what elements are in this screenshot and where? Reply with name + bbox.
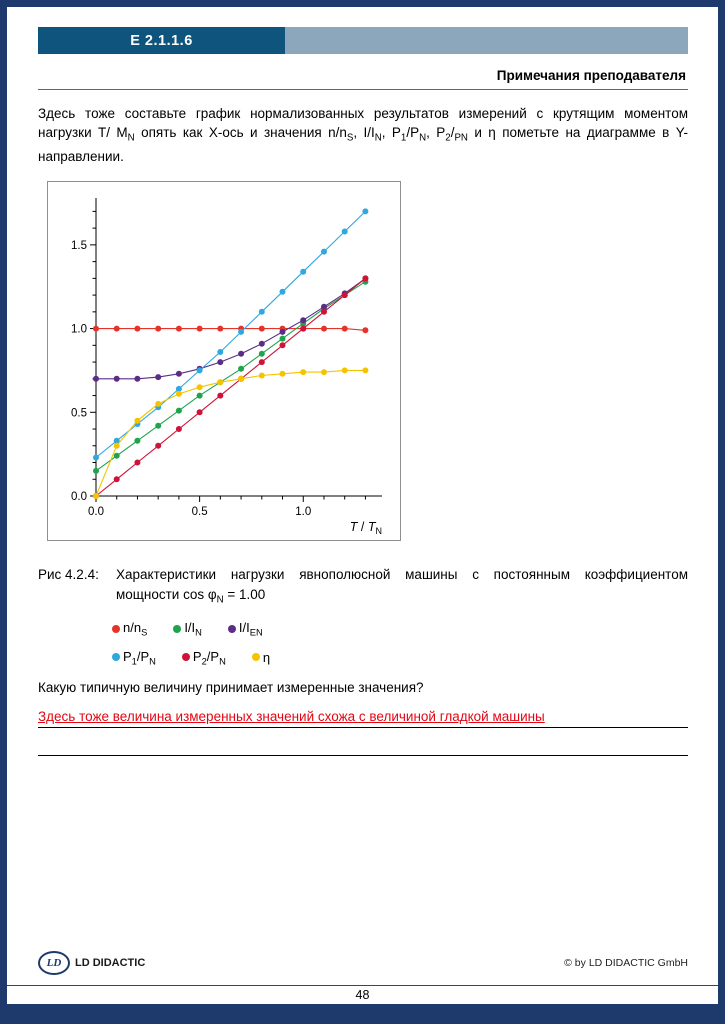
title-rule	[38, 89, 688, 90]
legend-dot-icon	[112, 624, 120, 633]
legend-label: n/nS	[123, 620, 148, 638]
ld-didactic-logo: LD LD DIDACTIC	[38, 951, 145, 975]
legend-label: η	[262, 649, 271, 665]
answer-line: Здесь тоже величина измеренных значений …	[38, 709, 688, 729]
header-code: E 2.1.1.6	[38, 27, 285, 54]
figure-caption-label: Рис 4.2.4:	[38, 566, 99, 582]
question-text: Какую типичную величину принимает измере…	[38, 680, 424, 696]
ld-logo-icon: LD	[38, 951, 70, 975]
legend-row: n/nS I/IN I/IEN	[112, 620, 688, 638]
svg-text:0.5: 0.5	[71, 407, 87, 419]
page-header: E 2.1.1.6	[38, 27, 688, 54]
legend-dot-icon	[181, 653, 190, 662]
page-footer: LD LD DIDACTIC © by LD DIDACTIC GmbH	[38, 951, 688, 975]
legend-label: P1/PN	[123, 648, 156, 667]
legend-dot-icon	[173, 624, 182, 633]
legend-row: P1/PN P2/PN η	[112, 648, 688, 667]
svg-text:1.0: 1.0	[71, 323, 87, 335]
answer-blank-line	[38, 728, 688, 757]
legend-item: η	[251, 649, 271, 667]
header-bar-decoration	[285, 27, 688, 54]
svg-text:1.5: 1.5	[71, 239, 87, 251]
intro-paragraph: Здесь тоже составьте график нормализован…	[38, 105, 688, 164]
svg-text:0.0: 0.0	[88, 506, 104, 518]
figure-caption-text: Характеристики нагрузки явнополюсной маш…	[116, 566, 688, 606]
svg-text:T / TN: T / TN	[350, 520, 382, 536]
legend-dot-icon	[251, 653, 260, 662]
legend-label: I/IEN	[238, 620, 263, 638]
copyright-text: © by LD DIDACTIC GmbH	[564, 957, 688, 969]
notes-title: Примечания преподавателя	[496, 68, 686, 83]
legend-dot-icon	[227, 624, 236, 633]
page-content: E 2.1.1.6 Примечания преподавателя Здесь…	[7, 7, 718, 757]
figure-caption: Рис 4.2.4: Характеристики нагрузки явноп…	[38, 565, 688, 609]
chart-figure: 0.0 0.5 1.0 0.0 0.5 1.0 1.5 T / TN	[47, 180, 401, 543]
legend-item: P1/PN	[112, 648, 156, 667]
svg-text:1.0: 1.0	[295, 506, 311, 518]
page-number: 48	[355, 988, 370, 1002]
svg-text:0.5: 0.5	[192, 506, 208, 518]
bottom-bar-decoration	[7, 1004, 718, 1017]
legend-item: n/nS	[112, 620, 147, 638]
svg-text:0.0: 0.0	[71, 491, 87, 503]
legend-dot-icon	[112, 653, 120, 662]
chart-legend: n/nS I/IN I/IEN P1/PN P2/PN	[112, 620, 688, 666]
legend-item: I/IN	[173, 620, 202, 638]
answer-text: Здесь тоже величина измеренных значений …	[38, 709, 545, 725]
legend-item: I/IEN	[227, 620, 263, 638]
legend-label: I/IN	[184, 620, 202, 638]
footer-rule	[7, 985, 718, 986]
legend-label: P2/PN	[192, 648, 226, 667]
logo-text: LD DIDACTIC	[75, 957, 146, 969]
load-characteristics-chart: 0.0 0.5 1.0 0.0 0.5 1.0 1.5 T / TN	[48, 182, 400, 543]
legend-item: P2/PN	[181, 648, 226, 667]
